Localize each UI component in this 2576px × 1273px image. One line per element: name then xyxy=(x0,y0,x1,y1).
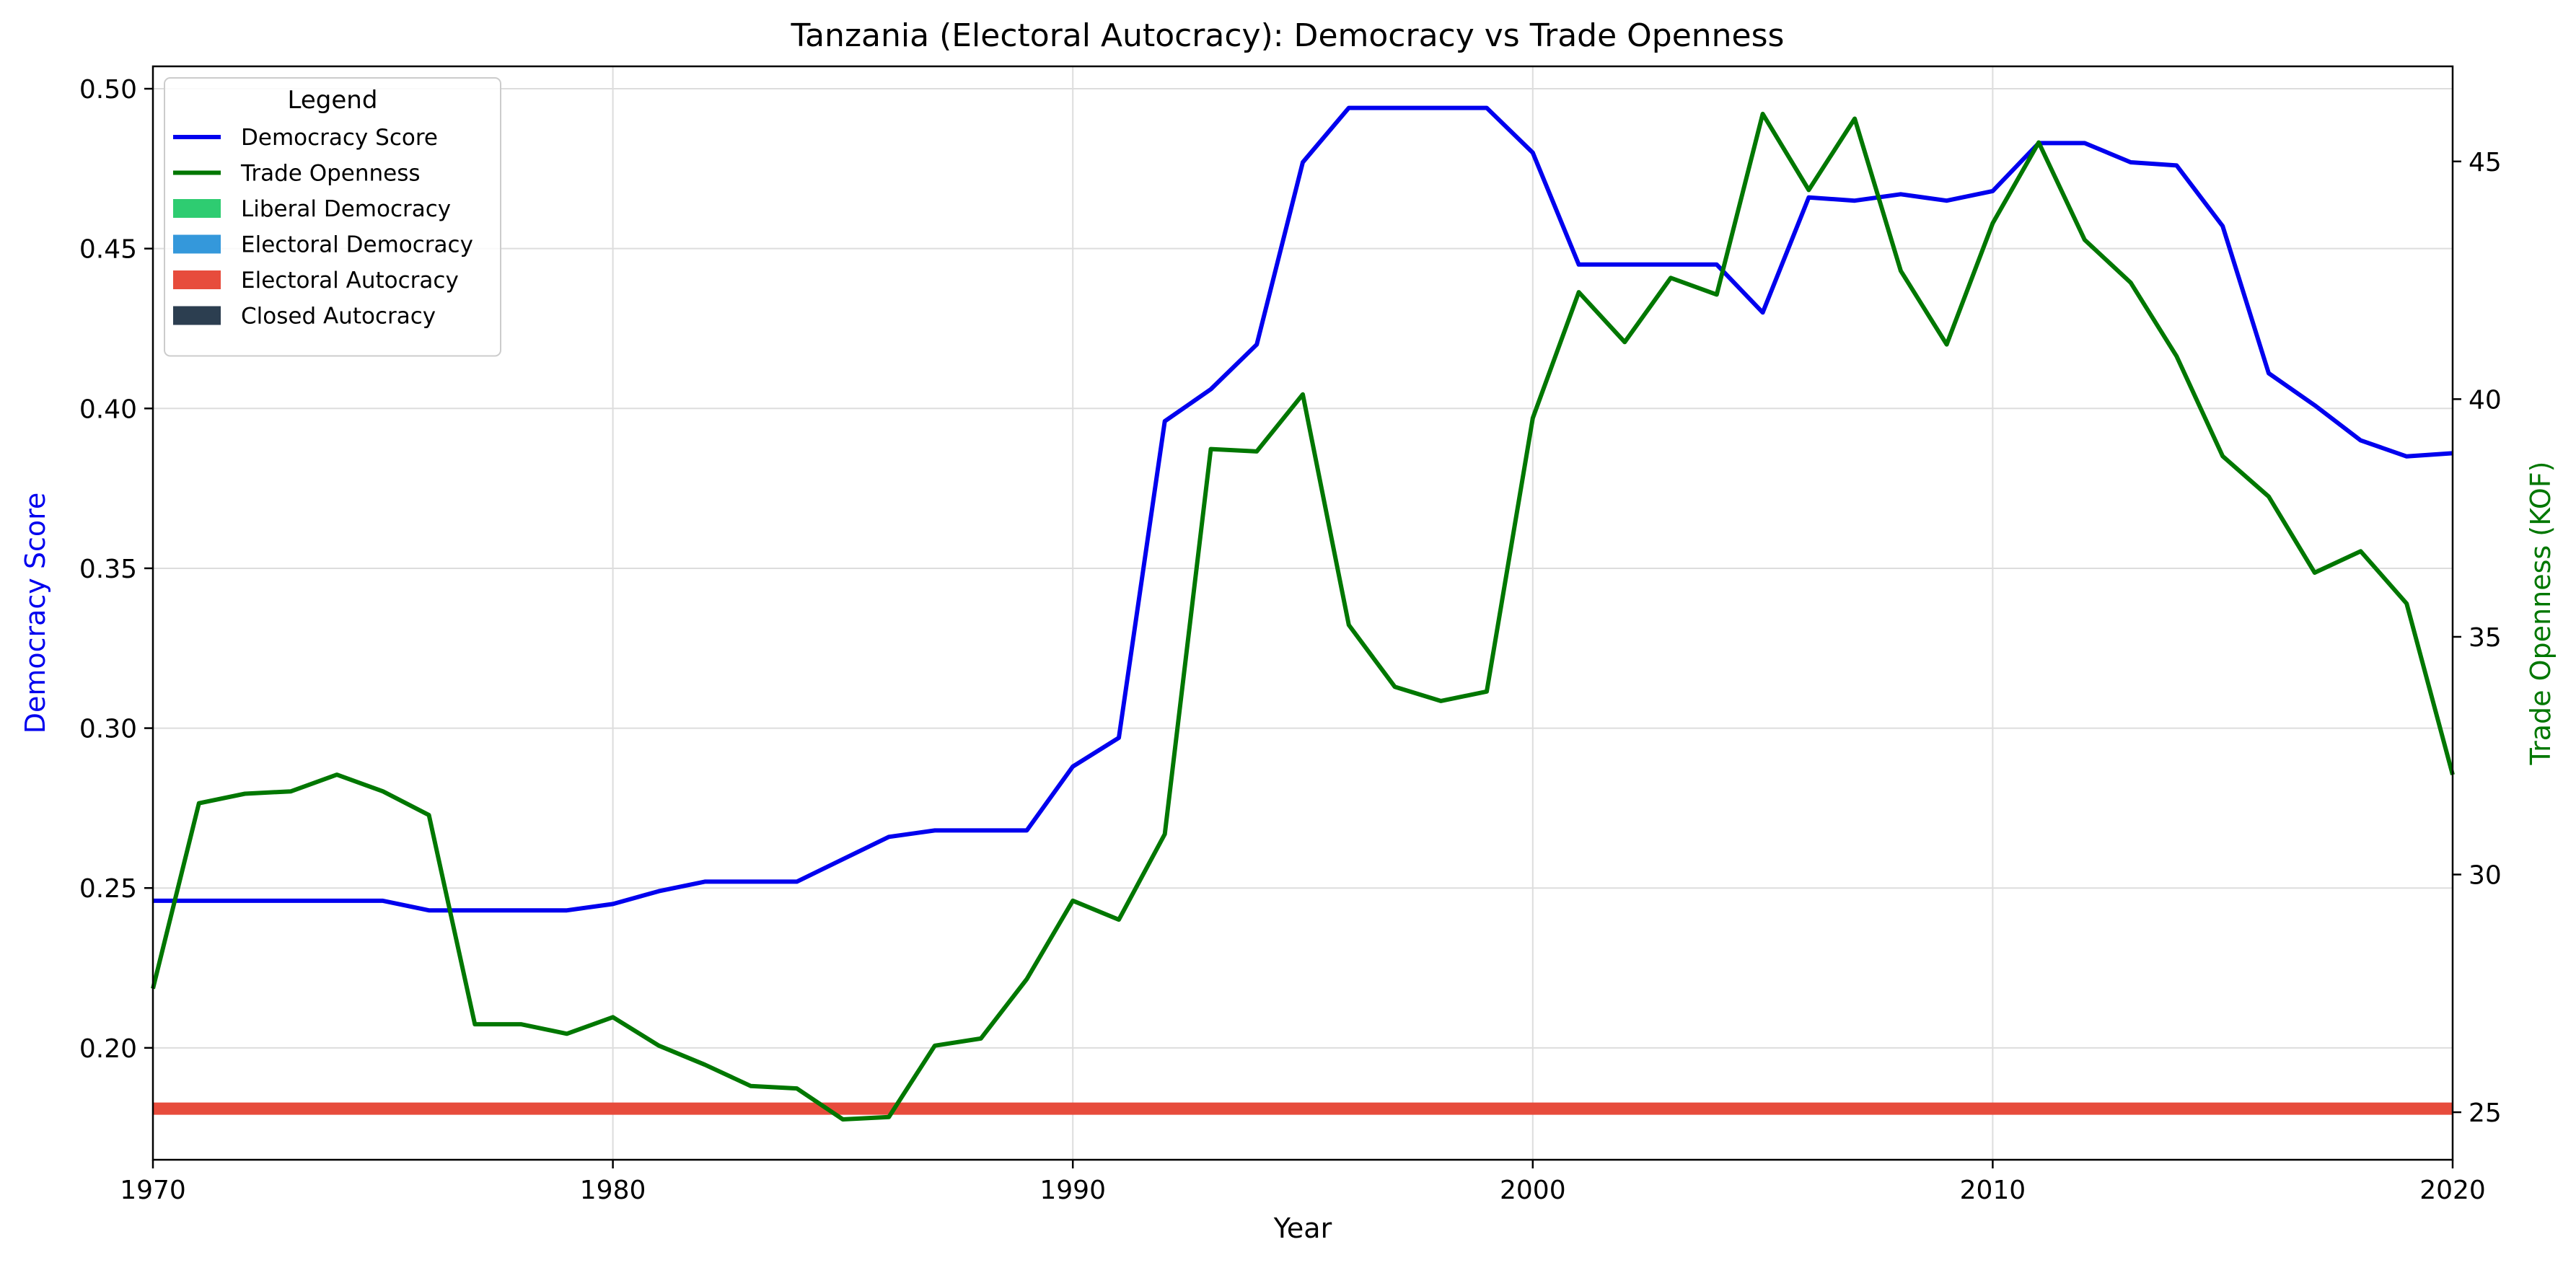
chart-title: Tanzania (Electoral Autocracy): Democrac… xyxy=(791,17,1785,54)
x-axis-label: Year xyxy=(1273,1212,1332,1244)
right-y-tick-label: 40 xyxy=(2469,385,2502,415)
trade-openness-line xyxy=(151,111,2455,1122)
legend-label-liberal-democracy: Liberal Democracy xyxy=(241,196,451,222)
legend-box xyxy=(164,77,501,357)
legend-swatch-liberal-democracy xyxy=(173,199,221,218)
series-lines xyxy=(151,105,2455,1122)
right-y-axis: 25 30 35 40 45 xyxy=(2453,148,2502,1128)
left-y-tick-label: 0.25 xyxy=(79,874,137,904)
right-y-tick-label: 25 xyxy=(2469,1098,2502,1128)
right-y-tick-label: 30 xyxy=(2469,861,2502,891)
grid xyxy=(152,66,2453,1160)
right-y-axis-label: Trade Openness (KOF) xyxy=(2525,461,2557,765)
left-y-tick-label: 0.50 xyxy=(79,75,137,105)
left-y-tick-label: 0.40 xyxy=(79,395,137,424)
x-axis: 1970 1980 1990 2000 2010 2020 xyxy=(120,1160,2486,1205)
legend-swatch-electoral-democracy xyxy=(173,234,221,254)
x-tick-label: 1990 xyxy=(1039,1176,1106,1205)
x-tick-label: 1970 xyxy=(120,1176,186,1205)
legend: Legend Democracy Score Trade Openness Liber… xyxy=(164,77,501,357)
left-y-axis-label: Democracy Score xyxy=(19,493,51,734)
plot-frame xyxy=(151,65,2454,1161)
right-y-tick-label: 35 xyxy=(2469,623,2502,653)
democracy-score-line xyxy=(153,105,2453,913)
legend-swatch-electoral-autocracy xyxy=(173,270,221,289)
legend-label-democracy-score: Democracy Score xyxy=(241,125,438,151)
left-y-tick-label: 0.45 xyxy=(79,235,137,265)
legend-label-electoral-autocracy: Electoral Autocracy xyxy=(241,268,459,294)
legend-label-trade-openness: Trade Openness xyxy=(240,161,421,187)
left-y-tick-label: 0.20 xyxy=(79,1034,137,1064)
x-tick-label: 1980 xyxy=(580,1176,646,1205)
right-y-tick-label: 45 xyxy=(2469,148,2502,177)
legend-swatch-closed-autocracy xyxy=(173,306,221,325)
legend-title: Legend xyxy=(288,86,378,115)
left-y-axis: 0.20 0.25 0.30 0.35 0.40 0.45 0.50 xyxy=(79,75,153,1064)
x-tick-label: 2000 xyxy=(1500,1176,1566,1205)
legend-label-closed-autocracy: Closed Autocracy xyxy=(241,304,436,330)
left-y-tick-label: 0.30 xyxy=(79,715,137,744)
x-tick-label: 2010 xyxy=(1960,1176,2026,1205)
x-tick-label: 2020 xyxy=(2419,1176,2486,1205)
legend-label-electoral-democracy: Electoral Democracy xyxy=(241,232,473,258)
left-y-tick-label: 0.35 xyxy=(79,555,137,584)
